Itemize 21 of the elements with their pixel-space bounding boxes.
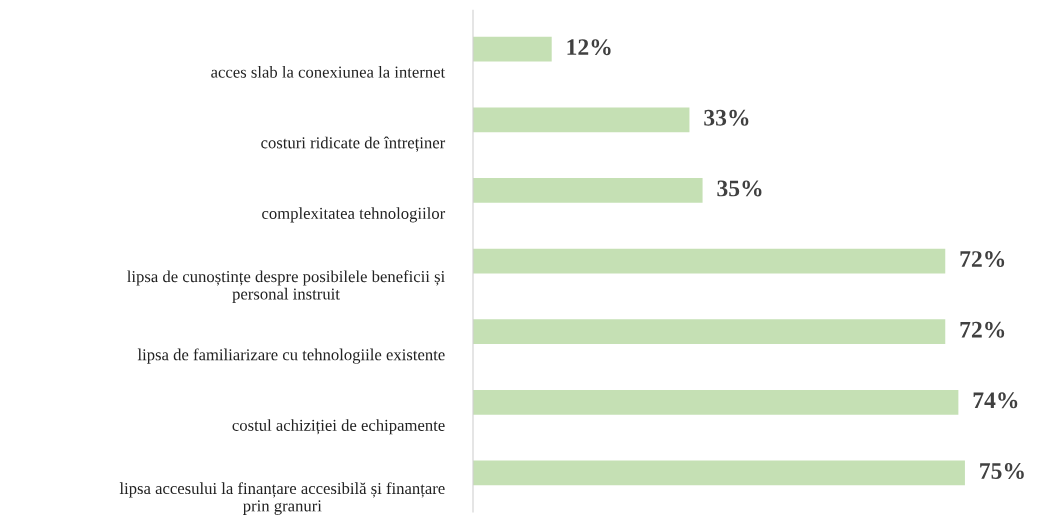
y-tick-label: costuri ridicate de întreținer xyxy=(261,136,446,152)
bar xyxy=(473,460,965,486)
data-label: 35% xyxy=(717,180,762,197)
y-tick-label: complexitatea tehnologiilor xyxy=(262,207,446,223)
y-tick-label: lipsa de cunoștințe despre posibilele beneficii și personal instruit xyxy=(127,270,445,303)
y-tick-label: acces slab la conexiunea la internet xyxy=(211,66,446,78)
bar xyxy=(473,319,946,345)
data-label: 12% xyxy=(567,39,611,56)
bar xyxy=(473,107,690,133)
bar xyxy=(473,178,703,203)
bar xyxy=(473,248,946,274)
data-label: 74% xyxy=(973,392,1018,409)
data-label: 75% xyxy=(980,462,1024,479)
y-tick-label: lipsa accesului la finanțare accesibilă și finanțare prin granuri xyxy=(119,482,445,515)
data-label: 72% xyxy=(960,251,1005,268)
y-tick-label: lipsa de familiarizare cu tehnologiile existente xyxy=(137,348,445,364)
y-tick-label: costul achiziției de echipamente xyxy=(232,419,445,435)
data-label: 72% xyxy=(960,321,1005,338)
bar xyxy=(473,389,959,415)
bar xyxy=(473,36,552,62)
data-label: 33% xyxy=(704,109,749,126)
